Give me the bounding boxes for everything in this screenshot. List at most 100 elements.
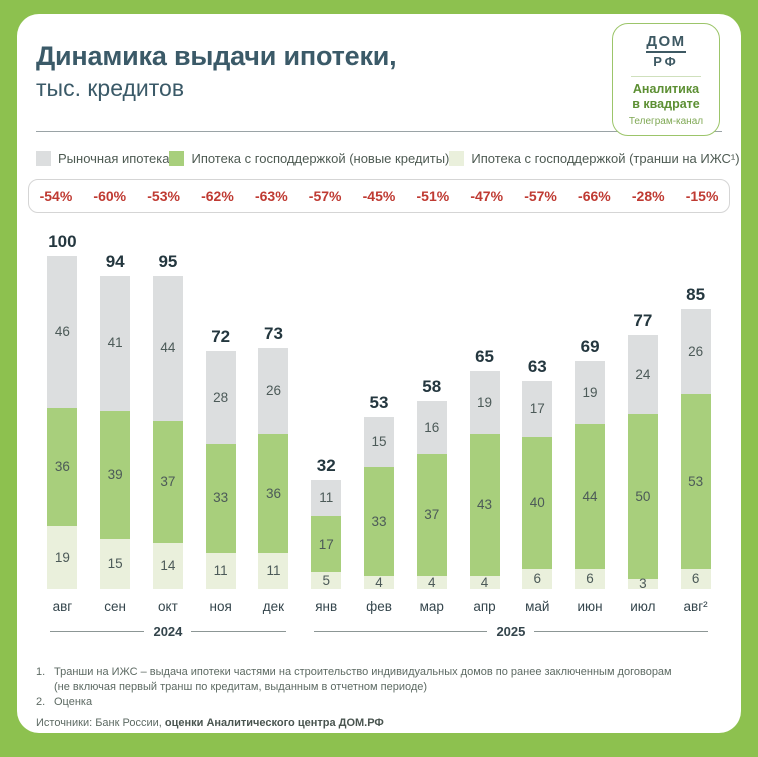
yoy-value-дек: -63% [254,187,288,204]
logo-channel-name-line1: Аналитика [632,82,700,96]
bar-segment: 53 [680,394,711,570]
yoy-value-авг: -54% [39,187,73,204]
bar-segment: 46 [47,255,78,408]
bar-total-label: 100 [48,231,77,251]
bar-total-label: 77 [633,310,653,330]
bar-total-label: 53 [369,393,389,413]
legend-swatch-market [36,150,51,166]
bar-segment: 6 [680,569,711,589]
footnote-1-continued: (не включая первый транш по кредитам, вы… [54,680,428,693]
bar-segment: 41 [100,275,131,411]
bar-segment: 26 [680,308,711,395]
bar-total-label: 85 [686,284,706,304]
bar-segment: 6 [522,569,553,589]
bar-segment: 36 [258,433,289,553]
bar-stack: 26 53 6 [680,308,711,589]
bar-stack: 15 33 4 [363,417,394,589]
domrf-telegram-badge[interactable]: ДОМ РФ Аналитика в квадрате Телеграм-кан… [612,23,720,136]
bar-segment: 19 [469,371,500,434]
logo-text-dom: ДОМ [646,33,686,53]
footnotes: 1. Транши на ИЖС – выдача ипотеки частям… [36,665,722,730]
month-label-авг²: авг² [683,598,708,614]
bar-column-июн: 69 19 44 6 [564,337,617,589]
bar-segment: 33 [205,443,236,553]
month-label-авг: авг [52,598,73,614]
bar-stack: 16 37 4 [416,400,447,589]
month-label-апр: апр [473,598,496,614]
yoy-value-май: -57% [524,187,557,204]
yoy-value-апр: -47% [470,187,504,204]
bar-total-label: 63 [527,357,547,377]
bar-stack: 26 36 11 [258,348,289,589]
bar-column-сен: 94 41 39 15 [89,252,142,589]
bar-column-июл: 77 24 50 3 [616,310,669,590]
footnote-2-number: 2. [36,695,46,708]
bar-stack: 46 36 19 [47,255,78,589]
bar-segment: 6 [575,569,606,589]
x-axis-year-groups: 2024 2025 [36,624,722,639]
bar-column-авг: 100 46 36 19 [36,232,89,589]
bar-total-label: 65 [475,347,494,367]
month-label-мар: мар [419,598,444,614]
bar-total-label: 72 [211,327,231,347]
bar-segment: 36 [47,407,78,527]
bar-stack: 24 50 3 [627,334,658,590]
bar-stack: 17 40 6 [522,381,553,589]
legend-swatch-subsidized-new [169,150,185,166]
bar-column-май: 63 17 40 6 [511,357,564,589]
bar-total-label: 73 [263,324,283,344]
bar-stack: 19 44 6 [575,361,606,589]
legend-item-market: Рыночная ипотека [36,150,170,166]
bar-segment: 4 [469,575,500,589]
bar-total-label: 94 [105,251,125,271]
bar-segment: 37 [152,420,183,543]
year-line [534,630,708,632]
logo-channel-name-line2: в квадрате [632,97,700,111]
bar-segment: 11 [205,552,236,589]
month-label-май: май [525,598,550,614]
year-group-2024: 2024 [36,624,300,639]
bar-total-label: 95 [158,251,178,271]
bar-total-label: 58 [422,376,442,396]
source-line: Источники: Банк России, оценки Аналитиче… [36,716,722,731]
month-label-фев: фев [366,598,392,614]
yoy-value-сен: -60% [93,187,127,204]
yoy-value-янв: -57% [308,187,342,204]
bar-segment: 17 [311,516,342,573]
bar-segment: 15 [363,417,394,467]
yoy-value-июл: -28% [631,187,665,204]
logo-divider [630,76,702,77]
bar-segment: 3 [627,577,658,590]
yoy-value-мар: -51% [416,187,450,204]
page-subtitle: тыс. кредитов [36,74,185,101]
x-axis-month-labels: авг сен окт ноя дек янв фев мар апр май июн июл авг² [36,589,722,614]
bar-segment: 33 [363,466,394,576]
bar-stack: 28 33 11 [205,351,236,589]
month-label-июн: июн [577,598,603,614]
bar-segment: 26 [258,348,289,434]
legend-label-subsidized-new: Ипотека с господдержкой (новые кредиты) [191,150,450,166]
year-line [313,630,488,632]
bar-column-апр: 65 19 43 4 [458,347,511,589]
title-divider [36,130,722,132]
bar-segment: 44 [152,275,183,421]
legend-label-market: Рыночная ипотека [58,150,170,166]
page-title: Динамика выдачи ипотеки, [36,41,397,71]
bar-column-ноя: 72 28 33 11 [194,327,247,589]
bar-total-label: 69 [580,337,600,357]
legend-label-izhs-tranches: Ипотека с господдержкой (транши на ИЖС¹) [471,150,740,166]
bar-stack: 44 37 14 [152,275,183,589]
month-label-окт: окт [158,598,178,614]
domrf-logo-icon: ДОМ РФ [617,33,715,69]
bar-segment: 16 [416,400,447,454]
bar-segment: 37 [416,453,447,576]
footnote-1-number: 1. [36,665,46,678]
year-label: 2025 [496,623,526,639]
legend-swatch-izhs-tranches [449,150,465,166]
chart-legend: Рыночная ипотека Ипотека с господдержкой… [36,150,740,166]
source-prefix: Источники: Банк России, [36,716,165,729]
bar-segment: 19 [575,361,606,424]
bar-segment: 24 [627,334,658,415]
year-line [50,630,145,632]
